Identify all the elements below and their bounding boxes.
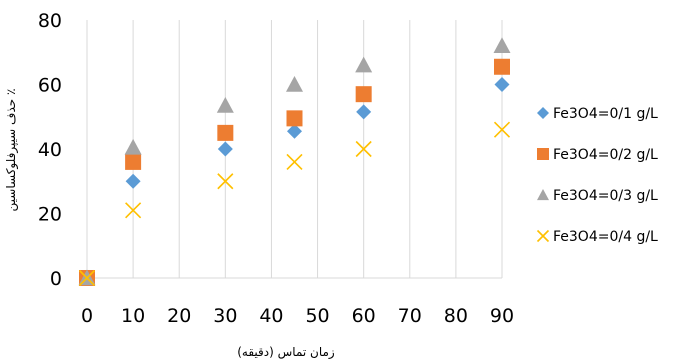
y-axis-title: حذف سیپرفلوکساسین ٪: [4, 89, 19, 212]
legend-label: Fe3O4=0/4 g/L: [553, 229, 658, 245]
legend-marker-2: [537, 148, 549, 160]
x-tick-label: 40: [259, 305, 283, 327]
grid-lines: [132, 20, 503, 278]
data-point-series-4: [125, 202, 142, 219]
data-point-series-1: [217, 141, 233, 157]
legend-label: Fe3O4=0/1 g/L: [553, 106, 658, 122]
x-tick-label: 20: [167, 305, 191, 327]
data-point-series-3: [216, 96, 234, 113]
data-points: [78, 37, 511, 287]
data-point-series-4: [286, 153, 303, 170]
x-tick-label: 80: [444, 305, 468, 327]
x-axis-title: زمان تماس (دقیقه): [237, 345, 335, 360]
y-tick-label: 60: [38, 75, 62, 97]
x-tick-label: 90: [490, 305, 514, 327]
data-point-series-2: [494, 58, 510, 75]
data-point-series-4: [493, 121, 511, 138]
data-point-series-4: [217, 173, 234, 190]
data-point-series-1: [287, 123, 302, 139]
data-point-series-1: [494, 77, 510, 92]
y-tick-label: 80: [38, 10, 62, 32]
x-tick-label: 30: [213, 305, 237, 327]
x-tick-label: 50: [305, 305, 329, 327]
data-point-series-2: [286, 110, 303, 127]
legend-label: Fe3O4=0/2 g/L: [553, 147, 658, 163]
legend-marker-1: [537, 107, 549, 119]
data-point-series-3: [493, 37, 511, 54]
data-point-series-3: [124, 138, 142, 155]
data-point-series-3: [355, 56, 373, 73]
tick-labels: 0 10 20 30 40 50 60 70 80 90 0 20 40 60 80: [38, 10, 514, 327]
legend: Fe3O4=0/1 g/L Fe3O4=0/2 g/L Fe3O4=0/3 g/L F…: [536, 106, 658, 245]
y-tick-label: 0: [50, 268, 62, 290]
data-point-series-2: [125, 153, 142, 170]
data-point-series-1: [125, 173, 141, 189]
data-point-series-4: [78, 269, 96, 287]
y-tick-label: 40: [38, 139, 62, 161]
legend-marker-4: [536, 229, 550, 243]
legend-marker-3: [537, 189, 549, 201]
data-point-series-3: [286, 76, 303, 92]
y-tick-label: 20: [38, 204, 62, 226]
data-point-series-4: [355, 140, 372, 158]
axes: [86, 20, 502, 279]
data-point-series-1: [356, 104, 372, 120]
data-point-series-2: [355, 86, 372, 103]
x-tick-label: 0: [81, 305, 93, 327]
x-tick-label: 70: [398, 305, 422, 327]
legend-label: Fe3O4=0/3 g/L: [553, 188, 658, 204]
x-tick-label: 60: [352, 305, 376, 327]
x-tick-label: 10: [121, 305, 145, 327]
data-point-series-2: [217, 124, 234, 141]
